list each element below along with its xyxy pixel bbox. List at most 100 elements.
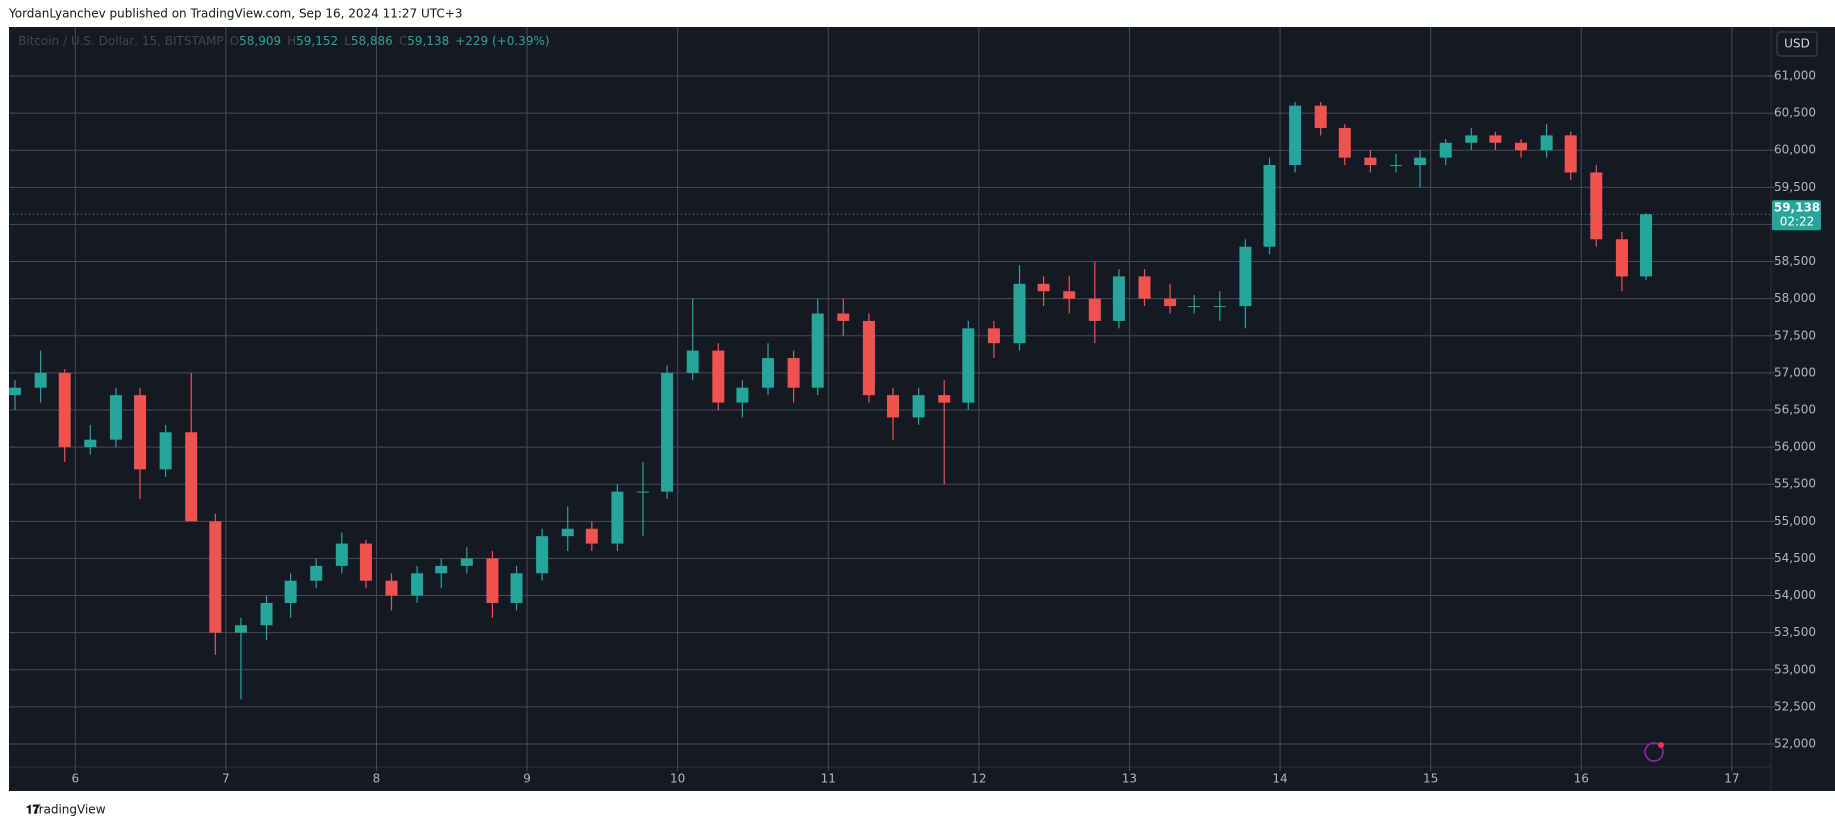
candle-body xyxy=(987,328,1000,344)
candle-body xyxy=(637,491,650,493)
footer-logo: 𝟏𝟕 xyxy=(26,803,40,817)
candle-body xyxy=(1188,306,1201,308)
legend-item: O xyxy=(230,34,239,48)
candle-body xyxy=(1289,105,1302,166)
candle-body xyxy=(1590,172,1603,240)
candle-body xyxy=(1338,127,1351,158)
candle-body xyxy=(661,372,674,492)
candle-body xyxy=(1540,135,1553,151)
candle-body xyxy=(686,350,699,373)
candle-body xyxy=(1615,239,1628,277)
y-tick-label: 52,500 xyxy=(1774,699,1816,713)
candle-body xyxy=(1390,165,1403,167)
legend-item: 58,909 xyxy=(239,34,281,48)
candle-body xyxy=(460,558,473,566)
candle-body xyxy=(134,395,147,470)
legend-item: +229 (+0.39%) xyxy=(455,34,549,48)
alert-icon[interactable] xyxy=(1644,742,1664,762)
currency[interactable]: USD xyxy=(1784,37,1810,51)
y-tick-label: 55,000 xyxy=(1774,514,1816,528)
candle-body xyxy=(1489,135,1502,143)
candle-body xyxy=(1439,142,1452,158)
x-tick-label: 7 xyxy=(222,772,230,786)
y-tick-label: 53,000 xyxy=(1774,662,1816,676)
y-tick-label: 56,500 xyxy=(1774,402,1816,416)
y-tick-label: 60,000 xyxy=(1774,143,1816,157)
x-tick-label: 10 xyxy=(670,772,685,786)
legend-item: 59,152 xyxy=(296,34,338,48)
x-tick-label: 12 xyxy=(971,772,986,786)
y-tick-label: 60,500 xyxy=(1774,106,1816,120)
candle-body xyxy=(209,521,222,633)
x-tick-label: 6 xyxy=(71,772,79,786)
candle-body xyxy=(1465,135,1478,143)
candle-body xyxy=(611,491,624,544)
candle-body xyxy=(1239,246,1252,307)
candle-body xyxy=(385,580,398,596)
candle-body xyxy=(1515,142,1528,151)
y-tick-label: 54,500 xyxy=(1774,551,1816,565)
candle-body xyxy=(938,395,951,403)
candle-body xyxy=(9,387,22,396)
legend-item: Bitcoin / U.S. Dollar, 15, BITSTAMP xyxy=(18,34,224,48)
candle-body xyxy=(284,580,297,603)
grid xyxy=(9,27,1771,767)
labels: 52,000 52,500 53,000 53,500 54,000 54,500 55,0… xyxy=(71,68,1821,786)
countdown: 02:22 xyxy=(1780,215,1815,229)
last-price-label: 59,138 xyxy=(1774,201,1820,215)
candle-body xyxy=(359,543,372,581)
candle-body xyxy=(811,313,824,388)
candle-body xyxy=(1063,291,1076,299)
last-price-badge xyxy=(1772,200,1821,231)
x-tick-label: 16 xyxy=(1574,772,1589,786)
legend-item: 58,886 xyxy=(351,34,393,48)
candle-body xyxy=(1164,298,1177,307)
candle-body xyxy=(1263,165,1276,247)
candle-body xyxy=(712,350,725,403)
alert-dot xyxy=(1658,742,1664,748)
candle-body xyxy=(585,528,598,544)
candle-body xyxy=(234,625,247,633)
y-tick-label: 55,500 xyxy=(1774,477,1816,491)
candle-body xyxy=(837,313,850,321)
candle-body xyxy=(1013,283,1026,344)
y-tick-label: 59,500 xyxy=(1774,180,1816,194)
y-tick-label: 53,500 xyxy=(1774,625,1816,639)
candle-body xyxy=(34,372,47,388)
x-tick-label: 15 xyxy=(1423,772,1438,786)
legend-item: 59,138 xyxy=(407,34,449,48)
candle-body xyxy=(260,602,273,626)
currency-button[interactable] xyxy=(1776,31,1818,57)
candle-body xyxy=(1564,135,1577,173)
candles xyxy=(9,101,1771,700)
candle-body xyxy=(159,432,172,470)
x-tick-label: 11 xyxy=(821,772,836,786)
candle-body xyxy=(510,573,523,603)
candle-body xyxy=(1640,214,1653,277)
candle-body xyxy=(912,395,925,418)
y-tick-label: 52,000 xyxy=(1774,736,1816,750)
candle-body xyxy=(962,328,975,403)
y-tick-label: 54,000 xyxy=(1774,588,1816,602)
candle-body xyxy=(310,565,323,581)
candle-body xyxy=(762,358,775,388)
candle-body xyxy=(1037,283,1050,292)
candle-body xyxy=(787,358,800,388)
candle-body xyxy=(1138,276,1151,299)
legend-item: L xyxy=(344,34,351,48)
candle-body xyxy=(887,395,900,418)
candle-body xyxy=(1364,157,1377,166)
legend-item: H xyxy=(287,34,296,48)
candle-body xyxy=(1088,298,1101,321)
y-tick-label: 61,000 xyxy=(1774,68,1816,82)
candle-body xyxy=(1213,306,1226,308)
candle-body xyxy=(435,565,448,574)
candle-body xyxy=(411,573,424,596)
candle-body xyxy=(58,372,71,448)
legend: Bitcoin / U.S. Dollar, 15, BITSTAMP O58,9… xyxy=(18,34,550,48)
legend-item: C xyxy=(399,34,407,48)
candle-body xyxy=(109,395,122,440)
x-tick-label: 13 xyxy=(1122,772,1137,786)
candle-body xyxy=(486,558,499,603)
